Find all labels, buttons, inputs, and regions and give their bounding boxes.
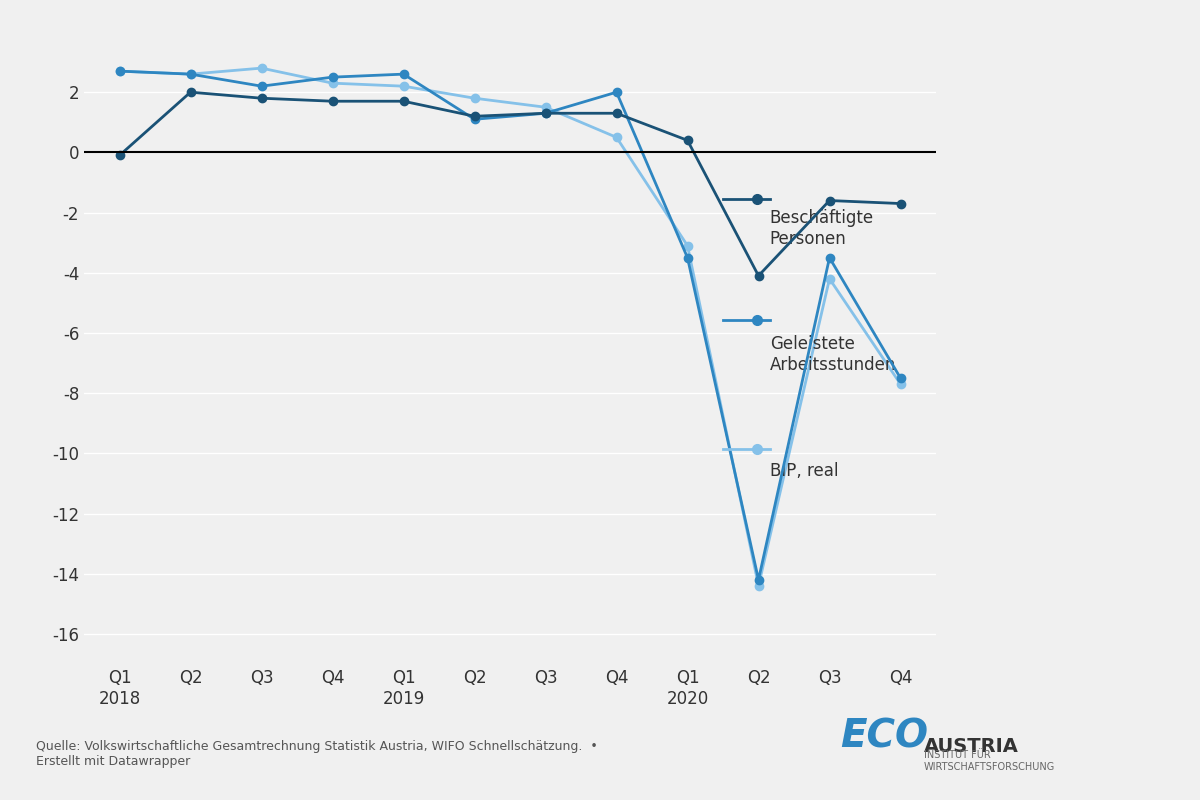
Beschäftigte
Personen xyxy=(751,271,766,281)
Geleistete
Arbeitsstunden xyxy=(680,253,695,262)
Beschäftigte
Personen xyxy=(539,109,553,118)
Geleistete
Arbeitsstunden xyxy=(539,109,553,118)
Geleistete
Arbeitsstunden xyxy=(113,66,127,76)
Line: Beschäftigte
Personen: Beschäftigte Personen xyxy=(115,88,905,280)
BIP, real xyxy=(610,133,624,142)
BIP, real xyxy=(539,102,553,112)
Beschäftigte
Personen xyxy=(610,109,624,118)
Geleistete
Arbeitsstunden xyxy=(396,70,410,79)
Text: BIP, real: BIP, real xyxy=(770,462,839,480)
Beschäftigte
Personen xyxy=(467,111,481,121)
BIP, real xyxy=(254,63,269,73)
Geleistete
Arbeitsstunden xyxy=(610,87,624,97)
Line: Geleistete
Arbeitsstunden: Geleistete Arbeitsstunden xyxy=(115,67,905,584)
BIP, real xyxy=(893,379,907,389)
BIP, real xyxy=(680,241,695,250)
BIP, real xyxy=(822,274,836,283)
Beschäftigte
Personen xyxy=(893,198,907,208)
Beschäftigte
Personen xyxy=(254,94,269,103)
Beschäftigte
Personen xyxy=(822,196,836,206)
Beschäftigte
Personen xyxy=(184,87,198,97)
Beschäftigte
Personen xyxy=(325,97,340,106)
Geleistete
Arbeitsstunden xyxy=(254,82,269,91)
Text: AUSTRIA: AUSTRIA xyxy=(924,737,1019,756)
BIP, real xyxy=(467,94,481,103)
Geleistete
Arbeitsstunden xyxy=(893,374,907,383)
Text: INSTITUT FÜR
WIRTSCHAFTSFORSCHUNG: INSTITUT FÜR WIRTSCHAFTSFORSCHUNG xyxy=(924,750,1055,772)
Geleistete
Arbeitsstunden xyxy=(325,72,340,82)
Beschäftigte
Personen xyxy=(396,97,410,106)
Text: ECO: ECO xyxy=(840,718,928,756)
BIP, real xyxy=(751,581,766,590)
BIP, real xyxy=(113,66,127,76)
Text: Geleistete
Arbeitsstunden: Geleistete Arbeitsstunden xyxy=(770,335,896,374)
Text: Quelle: Volkswirtschaftliche Gesamtrechnung Statistik Austria, WIFO Schnellschät: Quelle: Volkswirtschaftliche Gesamtrechn… xyxy=(36,740,598,768)
BIP, real xyxy=(325,78,340,88)
Beschäftigte
Personen xyxy=(113,150,127,160)
Line: BIP, real: BIP, real xyxy=(115,64,905,590)
Geleistete
Arbeitsstunden xyxy=(467,114,481,124)
BIP, real xyxy=(184,70,198,79)
Text: Beschäftigte
Personen: Beschäftigte Personen xyxy=(770,209,874,248)
Geleistete
Arbeitsstunden xyxy=(184,70,198,79)
Geleistete
Arbeitsstunden xyxy=(751,575,766,585)
Beschäftigte
Personen xyxy=(680,135,695,145)
Geleistete
Arbeitsstunden xyxy=(822,253,836,262)
BIP, real xyxy=(396,82,410,91)
